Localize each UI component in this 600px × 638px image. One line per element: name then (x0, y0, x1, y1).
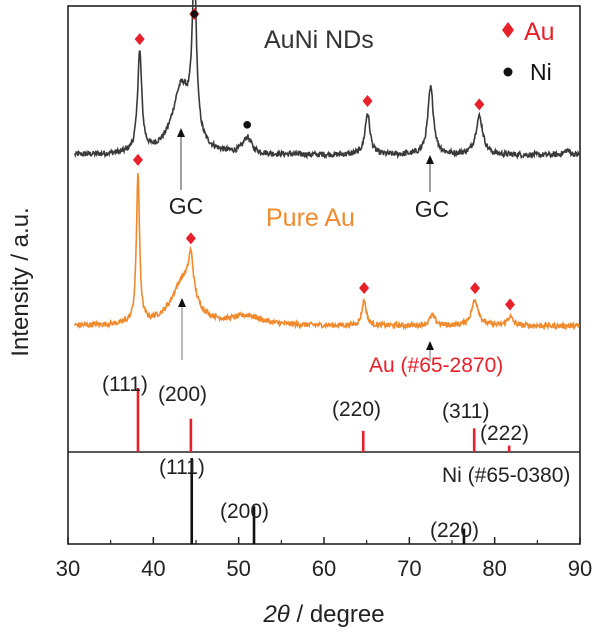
x-tick-label: 60 (312, 556, 336, 581)
peak-markers (132, 8, 516, 311)
gc-arrow-3 (178, 298, 186, 307)
legend: Au Ni (502, 18, 555, 85)
hkl-au-311: (311) (442, 400, 489, 423)
gc-label-2: GC (415, 196, 450, 222)
hkl-au-220: (220) (332, 398, 381, 421)
au-peak-marker (185, 232, 196, 245)
hkl-ni-200: (200) (220, 500, 269, 523)
gc-label-1: GC (169, 193, 204, 219)
x-axis-label-symbol: 2θ (262, 601, 289, 628)
au-peak-marker (134, 33, 145, 46)
au-peak-marker (505, 298, 516, 311)
gc-annotations: GC GC (169, 128, 450, 362)
ni-peak-marker (243, 121, 251, 129)
hkl-ni-220: (220) (430, 519, 479, 542)
x-axis-tick-labels: 30 40 50 60 70 80 90 (56, 556, 592, 581)
x-tick-label: 90 (568, 556, 592, 581)
au-peak-marker (132, 153, 143, 166)
x-tick-label: 80 (482, 556, 506, 581)
hkl-ni-111: (111) (159, 456, 205, 479)
x-tick-label: 70 (397, 556, 421, 581)
hkl-labels: (111) (200) (220) (311) (222) (111) (200… (102, 373, 529, 542)
legend-ni-marker (503, 67, 513, 77)
legend-au-label: Au (524, 18, 555, 46)
series-line-1 (74, 173, 581, 332)
gc-arrow-1 (177, 128, 185, 137)
reference-ni-label: Ni (#65-0380) (442, 464, 570, 487)
x-axis-label: 2θ / degree (262, 601, 384, 628)
x-axis-ticks (67, 537, 581, 544)
hkl-au-111: (111) (102, 373, 148, 396)
reference-au-label: Au (#65-2870) (369, 354, 503, 377)
hkl-au-200: (200) (158, 383, 207, 406)
au-peak-marker (474, 98, 485, 111)
au-peak-marker (362, 95, 373, 108)
series-label-auni: AuNi NDs (264, 26, 374, 54)
x-tick-label: 40 (141, 556, 165, 581)
x-tick-label: 30 (56, 556, 80, 581)
gc-arrow-2 (426, 155, 434, 164)
y-axis-label: Intensity / a.u. (7, 207, 34, 356)
reference-au (136, 388, 511, 452)
hkl-au-222: (222) (480, 422, 529, 445)
legend-au-marker (502, 22, 514, 38)
gc-arrow-4 (426, 341, 434, 350)
ni-peak-marker (190, 10, 199, 18)
series-label-pure-au: Pure Au (266, 204, 355, 232)
reference-ni (190, 458, 466, 544)
au-peak-marker (359, 281, 370, 294)
legend-ni-label: Ni (530, 59, 552, 85)
diffraction-curves (74, 0, 581, 332)
x-axis-label-unit: / degree (290, 601, 385, 628)
series-line-0 (74, 0, 580, 160)
x-tick-label: 50 (226, 556, 250, 581)
au-peak-marker (470, 282, 481, 295)
